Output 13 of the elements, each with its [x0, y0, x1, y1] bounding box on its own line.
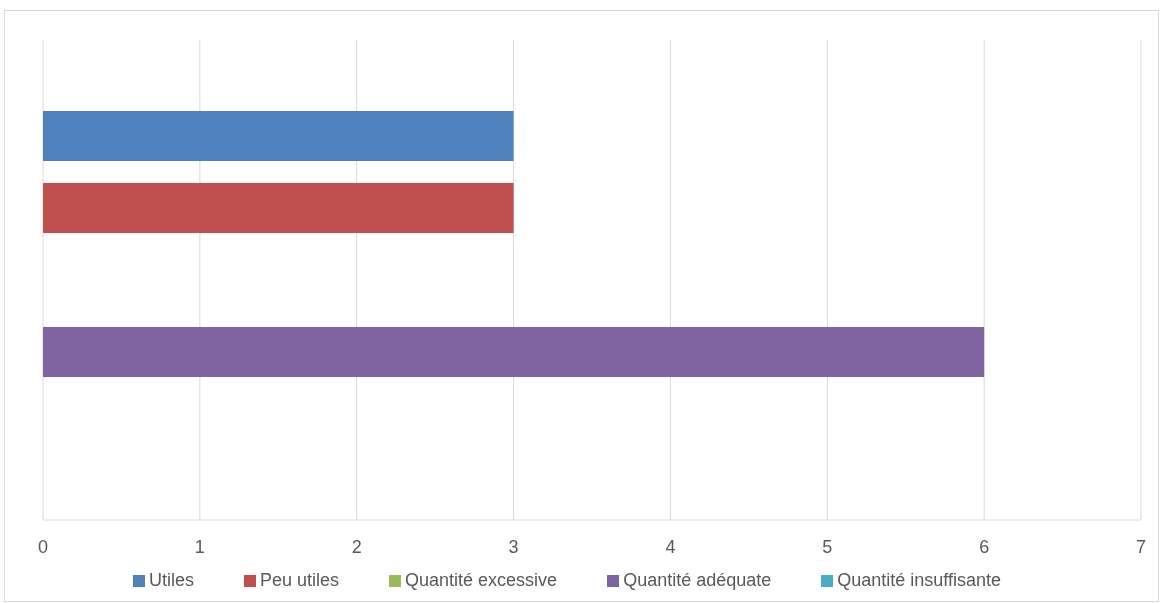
legend-label: Utiles [148, 570, 194, 590]
x-tick-label: 1 [194, 536, 205, 557]
x-tick-label: 4 [665, 536, 676, 557]
x-tick-label: 7 [1135, 536, 1147, 557]
x-tick-label: 2 [351, 536, 362, 557]
x-tick-label: 5 [822, 536, 833, 557]
legend-label: Quantité excessive [405, 570, 558, 590]
x-tick-label: 0 [37, 536, 49, 557]
x-tick-label: 3 [508, 536, 519, 557]
legend-label: Peu utiles [259, 570, 340, 590]
x-tick-label: 6 [979, 536, 990, 557]
legend-label: Quantité adéquate [623, 570, 772, 590]
legend-label: Quantité insuffisante [837, 570, 1002, 590]
